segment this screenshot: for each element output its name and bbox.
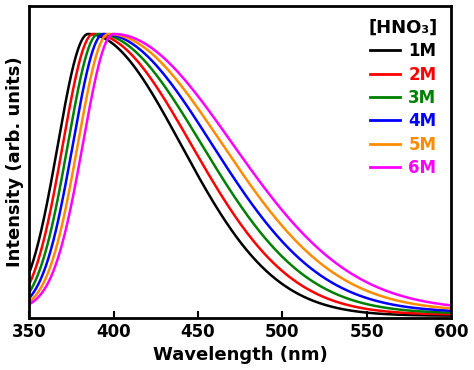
5M — [188, 97, 194, 101]
6M — [26, 302, 32, 306]
3M — [74, 91, 80, 96]
6M — [440, 302, 446, 307]
2M — [188, 142, 194, 147]
1M — [188, 161, 194, 165]
1M — [85, 32, 91, 36]
2M — [100, 33, 105, 37]
X-axis label: Wavelength (nm): Wavelength (nm) — [153, 346, 328, 364]
1M — [100, 35, 105, 40]
6M — [74, 172, 80, 177]
4M — [440, 308, 446, 313]
6M — [207, 109, 212, 114]
6M — [448, 303, 454, 307]
5M — [448, 306, 454, 311]
1M — [395, 312, 401, 317]
5M — [74, 145, 80, 150]
4M — [448, 309, 454, 313]
1M — [448, 313, 454, 318]
3M — [188, 125, 194, 130]
1M — [207, 193, 212, 198]
3M — [26, 290, 32, 295]
1M — [26, 271, 32, 275]
3M — [448, 310, 454, 315]
4M — [188, 110, 194, 114]
2M — [207, 174, 212, 178]
5M — [106, 32, 111, 36]
4M — [100, 32, 105, 36]
5M — [26, 300, 32, 304]
Line: 3M: 3M — [29, 34, 451, 313]
Legend: 1M, 2M, 3M, 4M, 5M, 6M: 1M, 2M, 3M, 4M, 5M, 6M — [364, 14, 443, 182]
2M — [448, 312, 454, 316]
3M — [395, 307, 401, 312]
2M — [395, 310, 401, 314]
3M — [440, 310, 446, 314]
4M — [395, 303, 401, 308]
5M — [440, 306, 446, 310]
1M — [74, 50, 80, 54]
6M — [188, 85, 194, 90]
4M — [74, 118, 80, 122]
2M — [440, 312, 446, 316]
3M — [207, 155, 212, 159]
6M — [395, 292, 401, 297]
4M — [26, 296, 32, 300]
6M — [100, 50, 105, 54]
5M — [207, 123, 212, 127]
4M — [100, 32, 106, 36]
Line: 4M: 4M — [29, 34, 451, 311]
2M — [91, 32, 96, 36]
Line: 5M: 5M — [29, 34, 451, 309]
3M — [96, 32, 101, 36]
Line: 1M: 1M — [29, 34, 451, 316]
Line: 6M: 6M — [29, 34, 451, 305]
2M — [74, 68, 80, 73]
Line: 2M: 2M — [29, 34, 451, 314]
5M — [100, 37, 105, 42]
4M — [207, 138, 212, 142]
5M — [395, 299, 401, 303]
3M — [100, 32, 105, 36]
2M — [26, 282, 32, 287]
6M — [111, 32, 117, 36]
Y-axis label: Intensity (arb. units): Intensity (arb. units) — [6, 57, 24, 267]
1M — [440, 313, 446, 318]
